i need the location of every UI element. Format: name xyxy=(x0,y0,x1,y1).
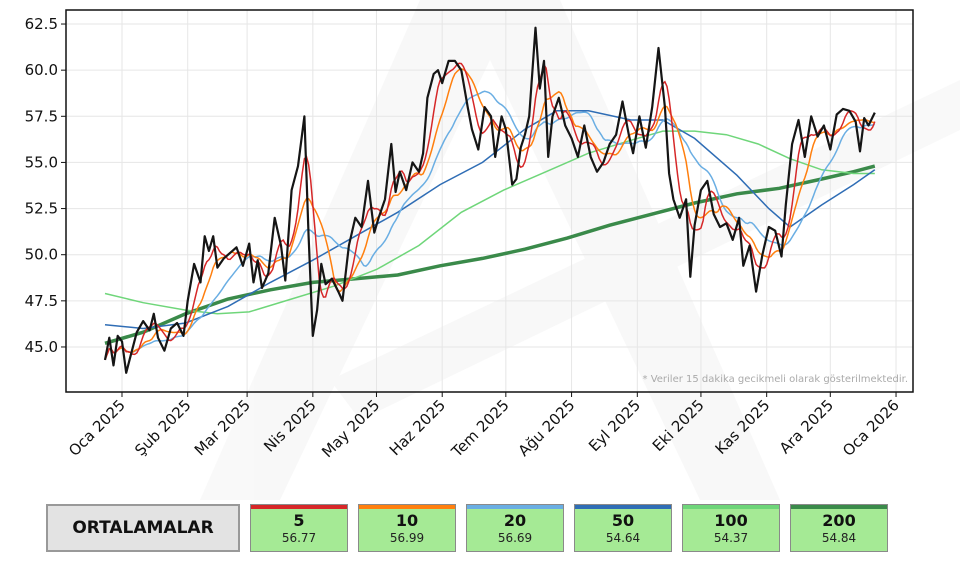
ma-color-bar xyxy=(683,505,779,509)
ma-color-bar xyxy=(359,505,455,509)
x-tick-label: Oca 2025 xyxy=(65,396,129,460)
ma-value: 54.84 xyxy=(821,531,857,545)
moving-averages-legend: ORTALAMALAR 5 56.77 10 56.99 20 56.69 50… xyxy=(46,504,888,552)
x-tick-label: Tem 2025 xyxy=(447,396,512,461)
legend-title: ORTALAMALAR xyxy=(46,504,240,552)
ma-value: 56.99 xyxy=(389,531,425,545)
ma-200-box: 200 54.84 xyxy=(790,504,888,552)
ma-50-box: 50 54.64 xyxy=(574,504,672,552)
watermark xyxy=(200,0,960,500)
y-axis: 45.0 47.5 50.0 52.5 55.0 57.5 60.0 62.5 xyxy=(25,15,66,356)
series-lines xyxy=(103,26,876,374)
ma-value: 56.77 xyxy=(281,531,317,545)
ma-color-bar xyxy=(791,505,887,509)
y-tick-label: 47.5 xyxy=(25,292,58,310)
ma-period: 50 xyxy=(611,511,635,530)
plot-frame xyxy=(65,9,914,393)
ma-color-bar xyxy=(575,505,671,509)
ma-value: 54.64 xyxy=(605,531,641,545)
ma-100-line xyxy=(104,130,875,315)
ma-20-line xyxy=(104,90,876,361)
ma-200-line xyxy=(104,164,876,345)
ma-period: 20 xyxy=(503,511,527,530)
y-tick-label: 45.0 xyxy=(25,338,58,356)
x-tick-label: Şub 2025 xyxy=(131,396,194,459)
ma-10-line xyxy=(104,68,875,361)
ma-period: 10 xyxy=(395,511,419,530)
ma-period: 200 xyxy=(822,511,856,530)
ma-color-bar xyxy=(467,505,563,509)
price-chart: 45.0 47.5 50.0 52.5 55.0 57.5 60.0 62.5 Oca 202… xyxy=(24,0,960,500)
ma-value: 54.37 xyxy=(713,531,749,545)
x-tick-label: Ara 2025 xyxy=(776,396,837,457)
delay-note: * Veriler 15 dakika gecikmeli olarak gös… xyxy=(643,374,908,385)
x-tick-label: Eyl 2025 xyxy=(585,396,644,455)
ma-5-box: 5 56.77 xyxy=(250,504,348,552)
ma-period: 100 xyxy=(714,511,748,530)
ma-100-box: 100 54.37 xyxy=(682,504,780,552)
ma-period: 5 xyxy=(293,511,305,530)
y-tick-label: 52.5 xyxy=(25,200,58,218)
y-tick-label: 50.0 xyxy=(25,246,58,264)
y-tick-label: 55.0 xyxy=(25,153,58,171)
close-price-line xyxy=(103,26,876,374)
y-tick-label: 62.5 xyxy=(25,15,58,33)
ma-10-box: 10 56.99 xyxy=(358,504,456,552)
y-tick-label: 60.0 xyxy=(25,61,58,79)
ma-5-line xyxy=(104,62,876,361)
y-tick-label: 57.5 xyxy=(25,107,58,125)
ma-20-box: 20 56.69 xyxy=(466,504,564,552)
ma-color-bar xyxy=(251,505,347,509)
ma-value: 56.69 xyxy=(497,531,533,545)
x-tick-label: Haz 2025 xyxy=(386,396,449,459)
x-tick-label: Ağu 2025 xyxy=(515,396,579,460)
x-tick-label: Oca 2026 xyxy=(839,396,903,460)
